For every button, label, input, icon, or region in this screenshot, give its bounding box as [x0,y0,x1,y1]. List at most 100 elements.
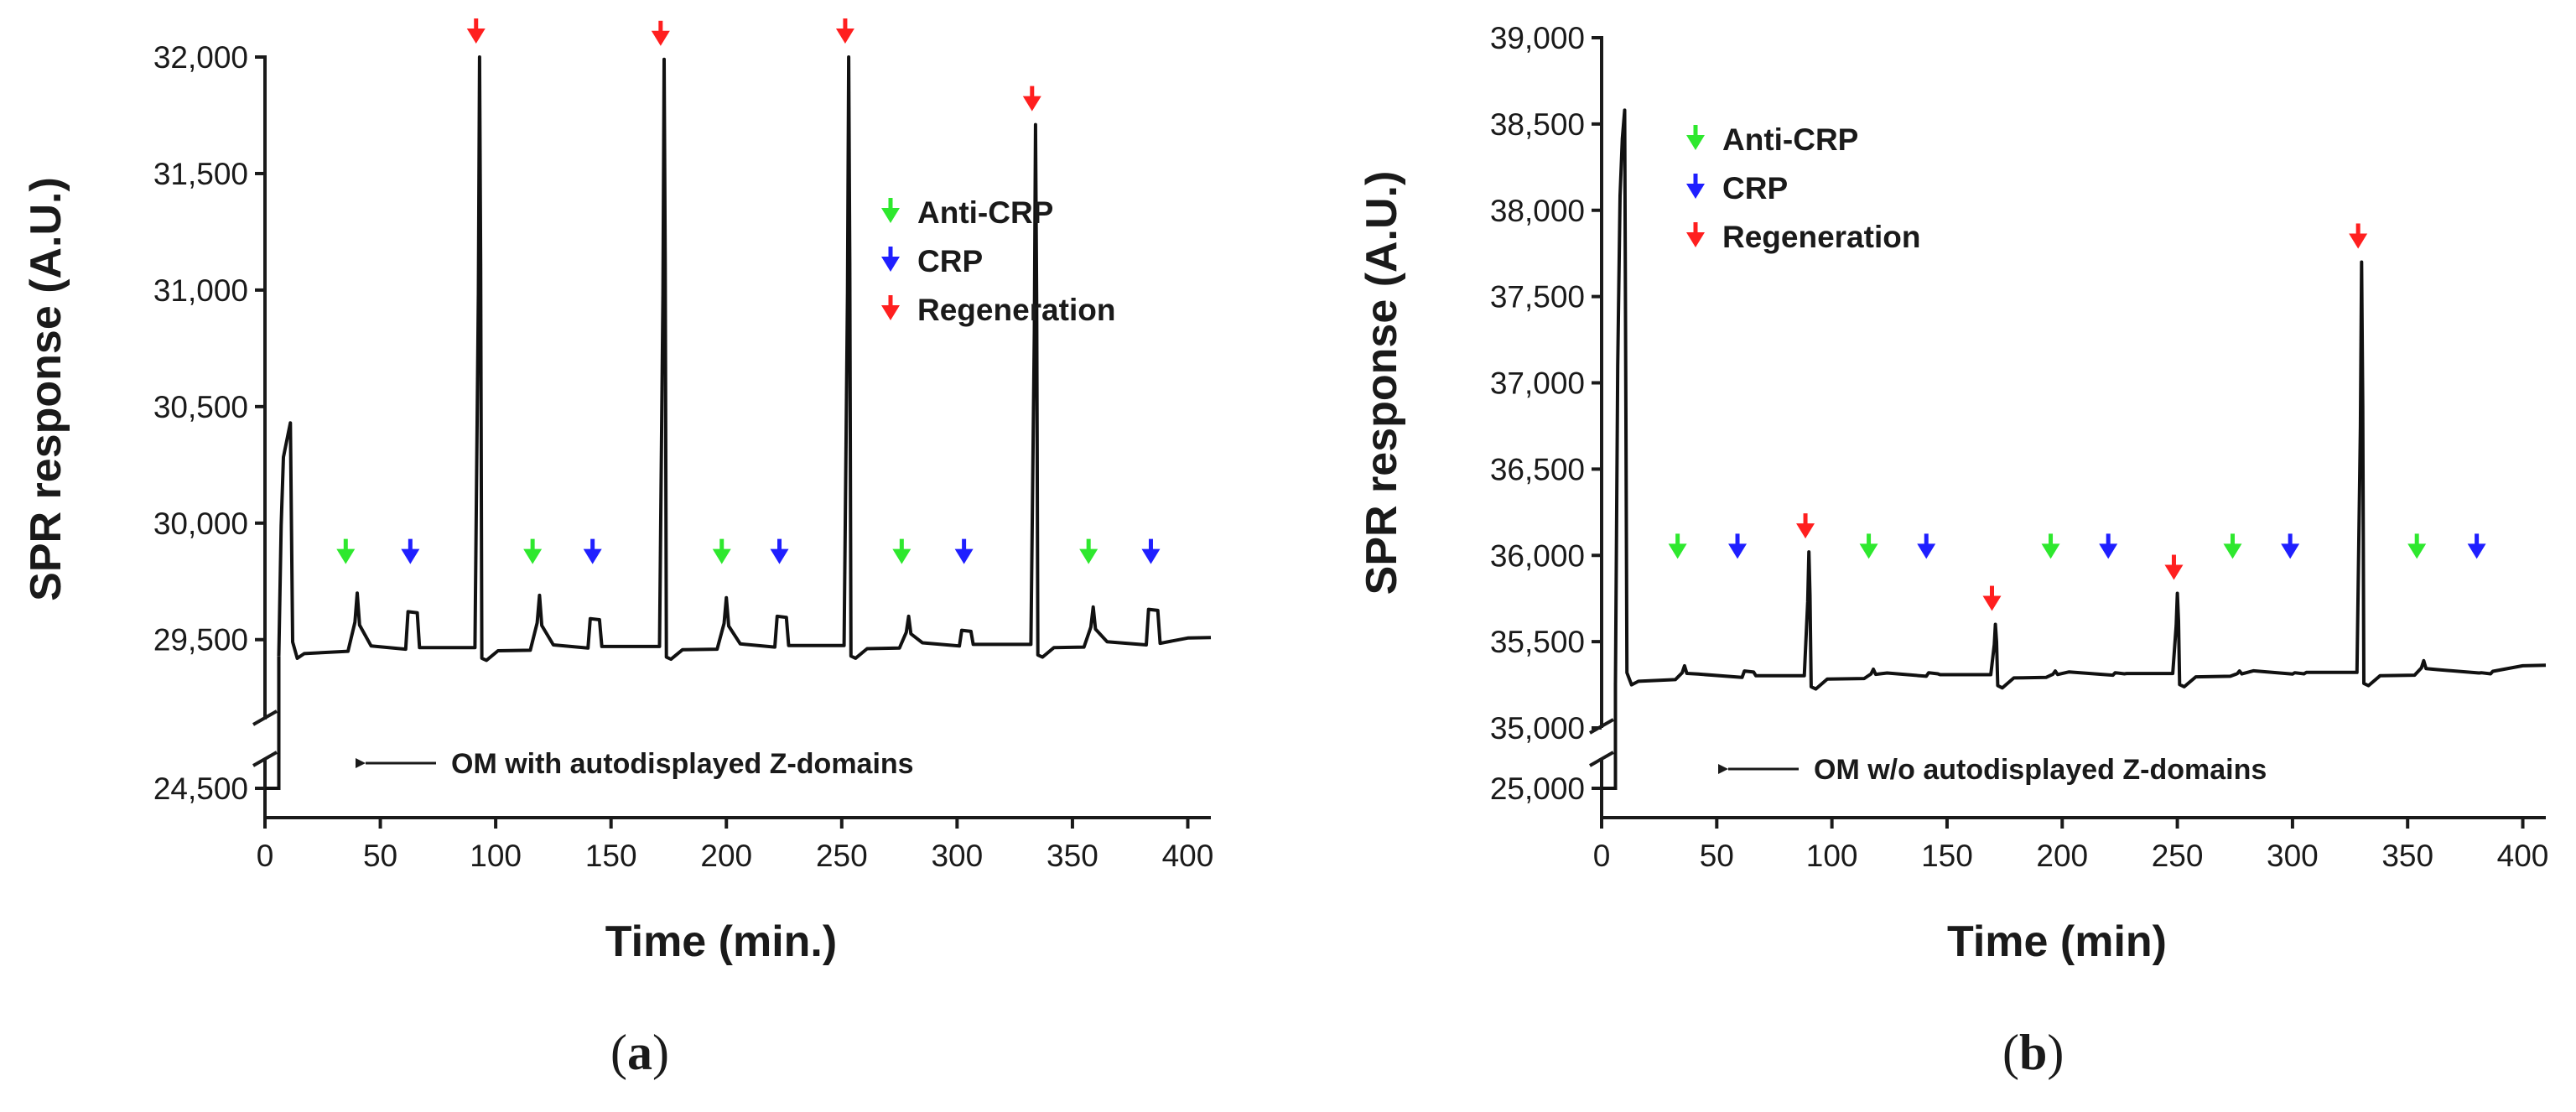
panel-label-letter: a [627,1025,652,1080]
legend: Anti-CRP CRP Regeneration [881,195,1115,327]
anti-crp-arrow [1079,538,1098,564]
crp-arrow [2467,533,2486,559]
anti-crp-arrow-head [523,548,543,564]
y-axis-break-mark [252,751,278,767]
anti-crp-arrow [712,538,731,564]
regeneration-arrow-head [651,30,670,46]
anti-crp-arrow-head [712,548,731,564]
y-tick-label: 39,000 [1490,21,1585,55]
legend-marker [1686,135,1705,150]
crp-arrow [954,538,974,564]
regeneration-arrow-head [1982,595,2002,611]
y-tick-label: 37,000 [1490,366,1585,401]
regeneration-arrow-head [466,29,486,44]
x-axis-title: Time (min) [1947,917,2167,966]
crp-arrow [1141,538,1161,564]
panel-label-open: ( [610,1025,627,1080]
legend-marker [881,257,900,272]
crp-arrow-head [770,548,789,564]
crp-arrow [1917,533,1936,559]
y-tick-label: 30,500 [153,390,248,424]
legend-marker [1686,232,1705,247]
x-tick-label: 250 [816,839,868,873]
regeneration-arrow [1022,86,1041,112]
regeneration-arrow [466,18,486,44]
panel-label-open: ( [2002,1025,2019,1080]
regeneration-arrow-head [2164,564,2184,580]
regeneration-arrow [1796,513,1815,539]
x-tick-label: 350 [1046,839,1098,873]
x-tick-label: 150 [585,839,637,873]
y-tick-label: 37,500 [1490,280,1585,314]
chart-panel-a: 29,500 30,000 30,500 31,000 31,500 32,000 24,5… [22,18,1213,1080]
crp-arrow [770,538,789,564]
x-tick-label: 100 [1806,839,1858,873]
regeneration-arrow [835,18,854,44]
crp-arrow [1728,533,1748,559]
y-tick-label: 38,500 [1490,107,1585,142]
panel-label: (a) [610,1025,669,1080]
anti-crp-arrow-head [1859,543,1878,559]
regeneration-arrow [2164,554,2184,580]
sensorgram-trace-lower [1602,757,1618,790]
y-tick-label: 38,000 [1490,194,1585,228]
legend-label: Anti-CRP [1722,122,1858,157]
y-tick-label: 35,000 [1490,711,1585,746]
regeneration-arrow [2349,223,2368,249]
panel-label-close: ) [2047,1025,2064,1080]
regeneration-arrow-head [1022,96,1041,112]
y-tick-label: 24,500 [153,772,248,806]
annotation-text: OM w/o autodisplayed Z-domains [1814,754,2267,786]
sensorgram-trace [277,55,1212,663]
x-tick-label: 50 [363,839,397,873]
anti-crp-arrow [2407,533,2427,559]
crp-arrow-head [1917,543,1936,559]
anti-crp-arrow [336,538,356,564]
regeneration-arrow-head [835,29,854,44]
x-tick-label: 350 [2381,839,2433,873]
legend-label: CRP [917,244,983,278]
crp-arrow-head [2467,543,2486,559]
x-tick-label: 300 [2267,839,2319,873]
crp-arrow-head [1728,543,1748,559]
legend-label: CRP [1722,171,1788,205]
x-tick-label: 150 [1921,839,1973,873]
regeneration-arrow-head [1796,523,1815,539]
crp-arrow-head [1141,548,1161,564]
crp-arrow [2281,533,2300,559]
legend: Anti-CRP CRP Regeneration [1686,122,1920,254]
legend-marker [881,208,900,223]
legend-marker [881,305,900,320]
crp-arrow-head [2281,543,2300,559]
crp-arrow-head [954,548,974,564]
regeneration-arrow [651,20,670,46]
x-tick-label: 50 [1700,839,1734,873]
panel-label-letter: b [2019,1025,2047,1080]
x-tick-label: 0 [257,839,274,873]
crp-arrow [2099,533,2118,559]
y-tick-label: 36,000 [1490,538,1585,573]
chart-panel-b: 35,000 35,500 36,000 36,500 37,000 37,500 38,0… [1358,21,2548,1080]
regeneration-arrow-head [2349,233,2368,249]
anti-crp-arrow-head [1079,548,1098,564]
regeneration-arrow [1982,585,2002,611]
anti-crp-arrow-head [2223,543,2242,559]
y-tick-label: 31,000 [153,273,248,308]
anti-crp-arrow [1668,533,1687,559]
crp-arrow-head [583,548,602,564]
x-tick-label: 200 [2036,839,2088,873]
y-tick-label: 30,000 [153,507,248,541]
crp-arrow-head [2099,543,2118,559]
x-tick-label: 100 [470,839,522,873]
anti-crp-arrow-head [892,548,911,564]
anti-crp-arrow [2041,533,2060,559]
y-axis-break-mark [252,709,278,726]
y-tick-label: 29,500 [153,623,248,657]
y-tick-label: 25,000 [1490,772,1585,806]
x-tick-label: 0 [1593,839,1611,873]
y-tick-label: 35,500 [1490,625,1585,659]
y-tick-label: 36,500 [1490,452,1585,486]
legend-label: Anti-CRP [917,195,1053,230]
crp-arrow [583,538,602,564]
